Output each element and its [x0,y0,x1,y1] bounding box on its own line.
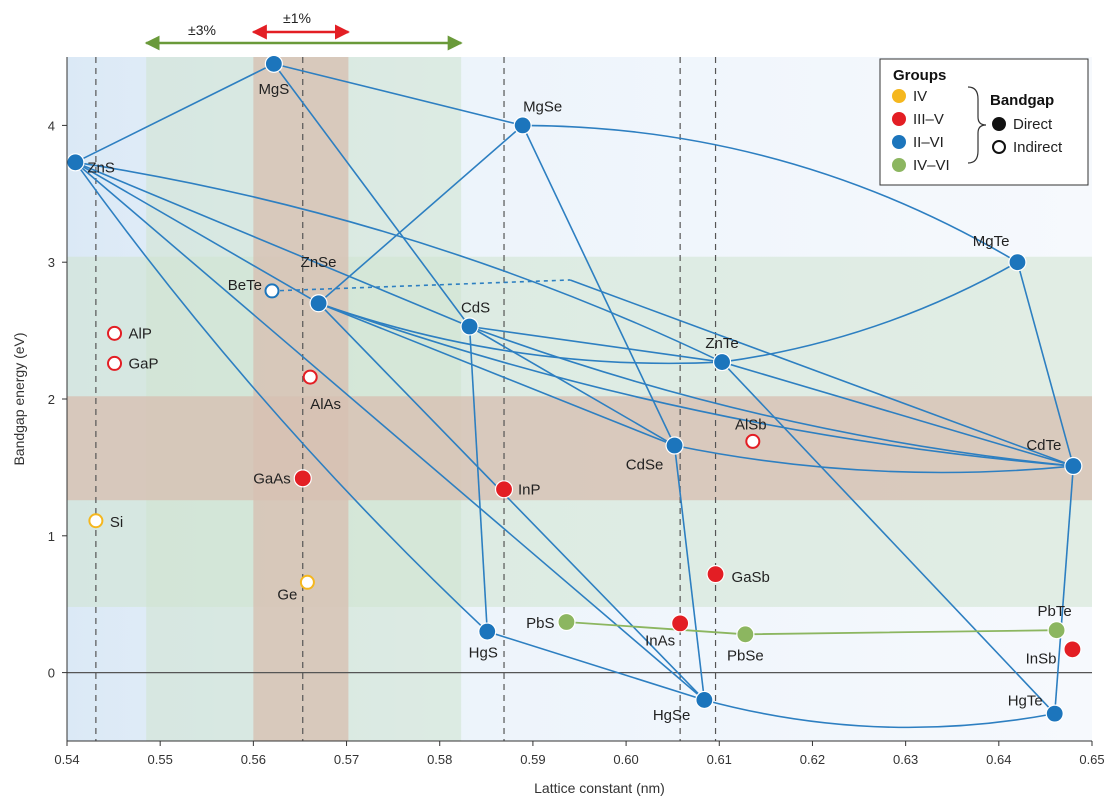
label-gap: GaP [129,355,159,372]
label-cdte: CdTe [1026,437,1061,454]
label-cds: CdS [461,299,490,316]
y-tick-label: 3 [48,255,55,270]
point-hgte [1046,705,1063,722]
point-hgse [696,691,713,708]
point-alas [304,371,317,384]
x-tick-label: 0.65 [1079,752,1104,767]
point-mgse [514,117,531,134]
legend-swatch [892,89,906,103]
label-bete: BeTe [228,277,262,294]
point-inas [672,615,689,632]
y-axis-title: Bandgap energy (eV) [11,332,27,465]
x-tick-label: 0.62 [800,752,825,767]
legend-swatch [892,135,906,149]
point-mgs [265,55,282,72]
label-hgte: HgTe [1008,693,1043,710]
x-tick-label: 0.63 [893,752,918,767]
point-pbte [1048,622,1065,639]
y-tick-label: 2 [48,392,55,407]
point-cds [461,318,478,335]
x-tick-label: 0.56 [241,752,266,767]
label-inp: InP [518,481,541,498]
x-tick-label: 0.58 [427,752,452,767]
label-pbs: PbS [526,615,554,632]
point-insb [1064,641,1081,658]
point-ge [301,576,314,589]
label-alsb: AlSb [735,416,767,433]
x-tick-label: 0.54 [54,752,79,767]
point-alsb [746,435,759,448]
legend-bandgap-label: Indirect [1013,139,1063,156]
label-gasb: GaSb [732,569,770,586]
label-ge: Ge [277,586,297,603]
point-znse [310,295,327,312]
legend-group-label: IV [913,88,927,105]
label-alas: AlAs [310,396,341,413]
label-mgs: MgS [258,81,289,98]
x-tick-label: 0.55 [148,752,173,767]
x-tick-label: 0.59 [520,752,545,767]
label-alp: AlP [129,325,152,342]
point-cdse [666,437,683,454]
label-mgse: MgSe [523,98,562,115]
point-mgte [1009,254,1026,271]
legend-bandgap-title: Bandgap [990,92,1054,109]
x-tick-label: 0.57 [334,752,359,767]
label-mgte: MgTe [973,233,1010,250]
label-hgs: HgS [469,645,498,662]
legend-direct-swatch [992,117,1006,131]
point-cdte [1065,458,1082,475]
label-znte: ZnTe [705,335,738,352]
label-pm3: ±3% [188,22,216,38]
x-tick-label: 0.60 [613,752,638,767]
label-inas: InAs [645,632,675,649]
legend-group-label: III–V [913,111,944,128]
y-tick-label: 1 [48,529,55,544]
point-gap [108,357,121,370]
point-alp [108,327,121,340]
point-gasb [707,566,724,583]
legend: Groups IV III–V II–VI IV–VI Bandgap Direct Indi… [880,59,1088,185]
legend-group-label: IV–VI [913,157,950,174]
point-gaas [294,470,311,487]
label-insb: InSb [1026,650,1057,667]
point-pbs [558,613,575,630]
point-zns [67,154,84,171]
x-tick-label: 0.64 [986,752,1011,767]
label-pbte: PbTe [1037,603,1071,620]
point-si [89,514,102,527]
point-bete [266,284,279,297]
point-inp [496,481,513,498]
x-tick-label: 0.61 [707,752,732,767]
label-znse: ZnSe [301,254,337,271]
point-hgs [479,623,496,640]
x-axis-title: Lattice constant (nm) [534,780,665,796]
range-arrows: ±3% ±1% [146,10,461,43]
label-pbse: PbSe [727,647,764,664]
legend-groups-title: Groups [893,67,946,84]
label-pm1: ±1% [283,10,311,26]
label-hgse: HgSe [653,707,691,724]
point-znte [714,354,731,371]
legend-bandgap-label: Direct [1013,116,1053,133]
legend-indirect-swatch [993,141,1005,153]
label-si: Si [110,514,123,531]
label-zns: ZnS [87,159,115,176]
legend-group-label: II–VI [913,134,944,151]
legend-swatch [892,112,906,126]
point-pbse [737,626,754,643]
label-gaas: GaAs [253,470,291,487]
legend-swatch [892,158,906,172]
y-tick-label: 0 [48,666,55,681]
label-cdse: CdSe [626,457,664,474]
y-tick-label: 4 [48,118,55,133]
